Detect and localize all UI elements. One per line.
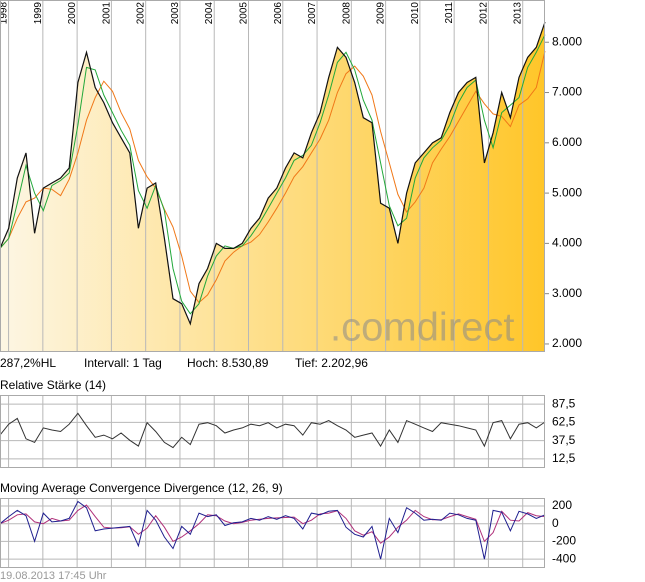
y-tick-label: -200 bbox=[552, 534, 576, 548]
x-tick-label: 2002 bbox=[136, 2, 147, 25]
panel: Moving Average Convergence Divergence (1… bbox=[0, 481, 576, 568]
x-tick-label: 2009 bbox=[376, 2, 387, 25]
plot-border bbox=[0, 498, 545, 568]
series-line bbox=[0, 21, 546, 326]
y-tick-label: 3.000 bbox=[552, 286, 582, 300]
y-tick-label: 6.000 bbox=[552, 135, 582, 149]
panel-title: Moving Average Convergence Divergence (1… bbox=[0, 481, 283, 495]
panel: Relative Stärke (14) 12,5 37,5 62,5 87,5 bbox=[0, 378, 576, 468]
info-interval: Intervall: 1 Tag bbox=[84, 356, 162, 370]
x-tick-label: 2005 bbox=[239, 2, 250, 25]
x-tick-label: 2010 bbox=[410, 2, 421, 25]
panel: 1998 1999 2000 2001 2002 2003 2004 2005 2006 2007… bbox=[0, 0, 582, 352]
series-line bbox=[0, 50, 546, 304]
plot-layer bbox=[0, 498, 545, 568]
watermark: .comdirect bbox=[330, 306, 515, 350]
y-tick-label: 87,5 bbox=[552, 396, 576, 410]
x-tick-label: 2004 bbox=[204, 2, 215, 25]
plot-layer bbox=[0, 395, 545, 468]
series-line bbox=[0, 412, 546, 449]
y-tick-label: 62,5 bbox=[552, 415, 576, 429]
x-tick-label: 2007 bbox=[307, 2, 318, 25]
y-tick-label: 0 bbox=[552, 516, 559, 530]
x-tick-label: 2003 bbox=[170, 2, 181, 25]
panel-title: Relative Stärke (14) bbox=[0, 378, 106, 392]
y-tick-label: 200 bbox=[552, 498, 572, 512]
x-tick-label: 2008 bbox=[341, 2, 352, 25]
info-high: Hoch: 8.530,89 bbox=[187, 356, 269, 370]
y-tick-label: 7.000 bbox=[552, 85, 582, 99]
price-area bbox=[0, 22, 545, 352]
x-tick-label: 2000 bbox=[67, 2, 78, 25]
y-tick-label: 37,5 bbox=[552, 433, 576, 447]
x-tick-label: 2011 bbox=[444, 2, 455, 24]
x-tick-label: 1999 bbox=[33, 2, 44, 25]
x-tick-label: 2001 bbox=[101, 2, 112, 25]
info-low: Tief: 2.202,96 bbox=[295, 356, 368, 370]
x-tick-label: 2012 bbox=[478, 2, 489, 25]
y-tick-label: 5.000 bbox=[552, 185, 582, 199]
series-line bbox=[0, 500, 546, 560]
footer: 19.08.2013 17:45 Uhr bbox=[0, 570, 107, 582]
y-tick-label: 12,5 bbox=[552, 451, 576, 465]
x-tick-label: 2006 bbox=[273, 2, 284, 25]
y-tick-label: 4.000 bbox=[552, 236, 582, 250]
plot-border bbox=[0, 395, 545, 468]
plot-layer bbox=[8, 0, 524, 352]
y-tick-label: 2.000 bbox=[552, 336, 582, 350]
plot-border bbox=[0, 0, 545, 352]
x-tick-label: 1998 bbox=[0, 2, 10, 25]
y-tick-label: 8.000 bbox=[552, 34, 582, 48]
y-tick-label: -400 bbox=[552, 551, 576, 565]
x-tick-label: 2013 bbox=[513, 2, 524, 25]
info-hl: 287,2%HL bbox=[0, 356, 56, 370]
